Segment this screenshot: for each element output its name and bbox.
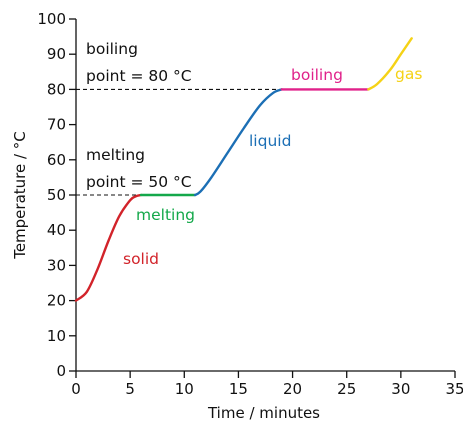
- y-tick-label: 40: [47, 221, 66, 239]
- x-tick-label: 25: [337, 380, 356, 398]
- y-tick-label: 10: [47, 327, 66, 345]
- y-axis-title: Temperature / °C: [11, 131, 29, 260]
- boiling-point-annotation-line-1: boiling: [86, 40, 138, 58]
- y-ticks: 0 10 20 30 40 50 60 70 80 90 100: [37, 10, 76, 380]
- y-tick-label: 90: [47, 45, 66, 63]
- y-tick-label: 70: [47, 116, 66, 134]
- boiling-label: boiling: [291, 66, 343, 84]
- y-tick-label: 50: [47, 186, 66, 204]
- series-line-liquid: [193, 88, 283, 197]
- data-series: [74, 37, 413, 302]
- y-tick-label: 0: [56, 362, 66, 380]
- melting-label: melting: [136, 206, 195, 224]
- gas-label: gas: [395, 65, 422, 83]
- melting-point-annotation-line-2: point = 50 °C: [86, 173, 192, 191]
- series-line-solid: [74, 193, 143, 302]
- boiling-point-annotation-line-2: point = 80 °C: [86, 67, 192, 85]
- x-tick-label: 0: [71, 380, 81, 398]
- x-ticks: 0 5 10 15 20 25 30 35: [71, 371, 463, 398]
- y-tick-label: 100: [37, 10, 66, 28]
- y-tick-label: 60: [47, 151, 66, 169]
- y-tick-label: 30: [47, 256, 66, 274]
- reference-lines: [76, 88, 282, 196]
- y-tick-label: 20: [47, 292, 66, 310]
- series-line-gas: [367, 37, 413, 91]
- x-tick-label: 30: [391, 380, 410, 398]
- x-tick-label: 5: [125, 380, 135, 398]
- solid-label: solid: [123, 250, 159, 268]
- x-tick-label: 35: [445, 380, 463, 398]
- x-tick-label: 20: [283, 380, 302, 398]
- melting-point-annotation-line-1: melting: [86, 146, 145, 164]
- x-axis-title: Time / minutes: [207, 404, 320, 422]
- y-tick-label: 80: [47, 80, 66, 98]
- axes: 0 10 20 30 40 50 60 70 80 90 100 0 5 10 15 20 25 30 35: [37, 10, 463, 398]
- x-tick-label: 10: [175, 380, 194, 398]
- liquid-label: liquid: [249, 132, 291, 150]
- x-tick-label: 15: [229, 380, 248, 398]
